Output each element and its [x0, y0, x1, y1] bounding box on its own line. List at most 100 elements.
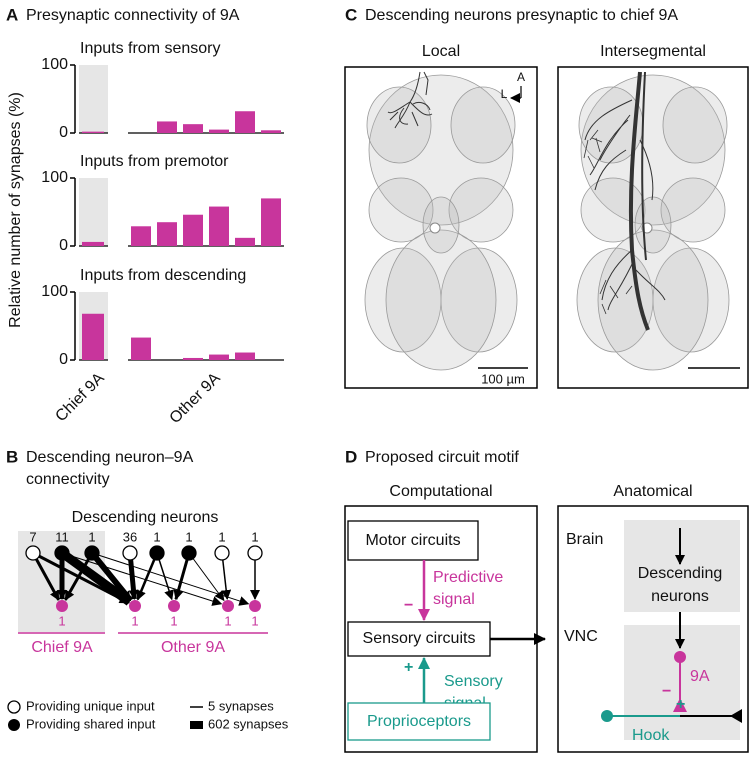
synapse — [730, 709, 742, 723]
panel-label: C — [345, 5, 357, 24]
legend-text: Providing unique input — [26, 698, 155, 713]
target-neuron — [222, 600, 234, 612]
bar — [209, 354, 229, 360]
y-tick-label: 100 — [41, 283, 68, 300]
image-frame — [344, 66, 538, 389]
edge — [221, 552, 232, 601]
input-neuron — [54, 545, 70, 561]
connectivity-diagram: 7 11 1 36 1 1 1 11 1 1 1 1 — [25, 529, 263, 628]
tissue — [450, 86, 516, 164]
target-count: 1 — [251, 613, 258, 628]
target-count: 1 — [170, 613, 177, 628]
synapse-count: 1 — [153, 529, 160, 544]
panel-label: B — [6, 447, 18, 466]
bar — [183, 357, 203, 360]
chief-backdrop — [79, 65, 108, 133]
node-box — [347, 702, 491, 741]
y-tick-label: 100 — [41, 169, 68, 186]
chief-backdrop — [79, 178, 108, 246]
panel-heading: Descending neuron–9A — [26, 449, 194, 466]
region-label: VNC — [564, 628, 598, 645]
synapse-count: 36 — [123, 529, 137, 544]
box-title: Anatomical — [613, 483, 692, 500]
arrow-label: Predictive — [433, 569, 503, 586]
group-label: Other 9A — [161, 639, 225, 656]
target-neuron — [129, 600, 141, 612]
diagram-label: Descending neurons — [72, 509, 219, 526]
input-neuron — [247, 545, 263, 561]
node-box — [347, 520, 479, 561]
group-label: Chief 9A — [31, 639, 93, 656]
node-label: Descending — [638, 565, 723, 582]
bar — [209, 206, 229, 246]
node-label: Sensory circuits — [363, 630, 476, 647]
y-tick-label: 0 — [59, 351, 68, 368]
image-title: Intersegmental — [600, 43, 706, 60]
y-tick-label: 0 — [59, 124, 68, 141]
bar — [235, 237, 255, 246]
sign: − — [662, 683, 671, 700]
tissue — [429, 222, 441, 234]
bar-charts: Inputs from sensory 0 100 Inputs from premo… — [41, 40, 284, 368]
bar — [131, 337, 151, 360]
legend-symbol — [8, 719, 20, 731]
input-neuron — [84, 545, 100, 561]
y-tick-label: 0 — [59, 237, 68, 254]
tissue — [660, 177, 726, 243]
node-label: neurons — [651, 588, 709, 605]
tissue — [580, 177, 646, 243]
group-label: Chief 9A — [52, 370, 108, 426]
synapse-count: 1 — [88, 529, 95, 544]
neuron-label: 9A — [690, 668, 710, 685]
synapse-count: 7 — [29, 529, 36, 544]
input-neuron — [25, 545, 41, 561]
input-neuron — [181, 545, 197, 561]
panel-heading: Proposed circuit motif — [365, 449, 519, 466]
axis-label: L — [501, 87, 508, 101]
tissue — [422, 196, 460, 254]
bar — [209, 129, 229, 133]
y-axis-label: Relative number of synapses (%) — [7, 92, 24, 328]
input-neuron — [149, 545, 165, 561]
node-label: Motor circuits — [365, 532, 460, 549]
edge — [188, 552, 225, 602]
bar — [157, 121, 177, 133]
input-neuron — [214, 545, 230, 561]
legend-text: Providing shared input — [26, 716, 156, 731]
legend-text: 602 synapses — [208, 716, 289, 731]
panel-heading: connectivity — [26, 471, 110, 488]
node-box — [347, 621, 491, 657]
bar — [82, 241, 104, 246]
image-frame — [557, 66, 749, 389]
brain-region — [624, 520, 740, 612]
scale-label: 100 µm — [481, 371, 525, 386]
target-neuron — [56, 600, 68, 612]
bar — [157, 222, 177, 246]
vnc-region — [624, 625, 740, 740]
edge — [173, 552, 191, 601]
axis-label: A — [517, 70, 525, 84]
target-neuron — [249, 600, 261, 612]
tissue — [580, 74, 726, 226]
arrow-label: Sensory — [444, 673, 503, 690]
legend-symbol — [7, 700, 21, 714]
synapse-count: 11 — [55, 529, 69, 544]
vnc-render — [364, 74, 518, 371]
tissue — [597, 229, 709, 371]
synapse-count: 1 — [218, 529, 225, 544]
edge — [31, 552, 60, 601]
tissue — [385, 229, 497, 371]
tissue — [634, 196, 672, 254]
synapse-count: 1 — [185, 529, 192, 544]
bar — [235, 111, 255, 133]
bar — [235, 352, 255, 360]
synapse — [673, 698, 687, 712]
edge — [61, 552, 223, 606]
synapse-count: 1 — [251, 529, 258, 544]
legend-symbol — [190, 721, 203, 729]
bar — [82, 313, 104, 360]
tissue — [368, 177, 434, 243]
sign: + — [676, 696, 685, 713]
edge — [136, 552, 159, 601]
bar — [183, 214, 203, 246]
